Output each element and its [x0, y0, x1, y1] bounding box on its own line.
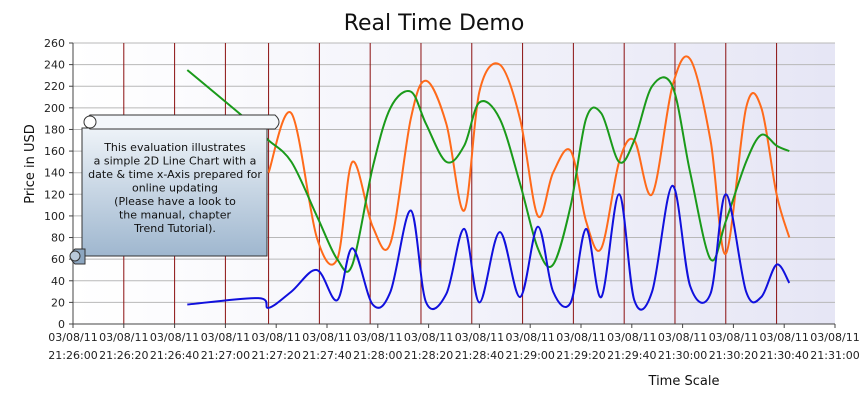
x-tick-date: 03/08/11: [709, 331, 758, 344]
x-tick-time: 21:27:20: [251, 349, 300, 362]
y-tick-label: 240: [44, 59, 65, 72]
y-axis-label: Price in USD: [23, 124, 38, 204]
y-tick-label: 120: [44, 188, 65, 201]
x-tick-date: 03/08/11: [150, 331, 199, 344]
x-tick-time: 21:28:20: [404, 349, 453, 362]
x-tick-time: 21:30:00: [658, 349, 707, 362]
annotation-line: (Please have a look to: [114, 195, 236, 208]
x-tick-date: 03/08/11: [505, 331, 554, 344]
x-tick-time: 21:29:20: [556, 349, 605, 362]
y-tick-label: 60: [51, 253, 65, 266]
y-tick-label: 180: [44, 123, 65, 136]
x-tick-date: 03/08/11: [353, 331, 402, 344]
y-tick-labels: 0 20 40 60 80 100 120 140 160 180 200 220 240 260: [44, 37, 73, 331]
x-tick-labels: 03/08/1121:26:0003/08/1121:26:2003/08/11…: [48, 324, 860, 362]
y-tick-label: 160: [44, 145, 65, 158]
y-tick-label: 200: [44, 102, 65, 115]
y-tick-label: 260: [44, 37, 65, 50]
annotation-text: This evaluation illustrates a simple 2D L…: [88, 141, 262, 235]
x-tick-date: 03/08/11: [556, 331, 605, 344]
y-tick-label: 220: [44, 80, 65, 93]
y-tick-label: 140: [44, 167, 65, 180]
x-tick-date: 03/08/11: [810, 331, 859, 344]
annotation-line: This evaluation illustrates: [103, 141, 246, 154]
x-tick-time: 21:26:00: [48, 349, 97, 362]
y-tick-label: 100: [44, 210, 65, 223]
series-lines: [186, 55, 791, 311]
x-tick-time: 21:28:40: [455, 349, 504, 362]
y-tick-label: 0: [58, 318, 65, 331]
x-tick-date: 03/08/11: [99, 331, 148, 344]
x-axis-label: Time Scale: [648, 374, 720, 389]
x-tick-time: 21:29:40: [607, 349, 656, 362]
x-tick-date: 03/08/11: [607, 331, 656, 344]
annotation-line: date & time x-Axis prepared for: [88, 168, 262, 181]
x-tick-time: 21:31:00: [810, 349, 859, 362]
annotation-scroll: This evaluation illustrates a simple 2D L…: [69, 114, 280, 265]
x-tick-time: 21:27:40: [302, 349, 351, 362]
series-line-1: [267, 55, 791, 266]
annotation-line: online updating: [132, 182, 218, 195]
annotation-line: Trend Tutorial).: [133, 222, 216, 235]
x-tick-date: 03/08/11: [455, 331, 504, 344]
annotation-line: a simple 2D Line Chart with a: [94, 155, 257, 168]
x-tick-time: 21:30:40: [759, 349, 808, 362]
x-tick-date: 03/08/11: [201, 331, 250, 344]
series-line-3: [187, 184, 791, 311]
x-tick-date: 03/08/11: [302, 331, 351, 344]
series-line-2: [186, 69, 790, 273]
x-tick-time: 21:28:00: [353, 349, 402, 362]
x-tick-time: 21:26:40: [150, 349, 199, 362]
annotation-line: the manual, chapter: [119, 209, 232, 222]
y-tick-label: 40: [51, 275, 65, 288]
x-tick-date: 03/08/11: [251, 331, 300, 344]
x-tick-time: 21:30:20: [709, 349, 758, 362]
x-tick-date: 03/08/11: [404, 331, 453, 344]
x-tick-time: 21:29:00: [505, 349, 554, 362]
x-tick-date: 03/08/11: [48, 331, 97, 344]
x-tick-date: 03/08/11: [658, 331, 707, 344]
x-tick-time: 21:26:20: [99, 349, 148, 362]
chart-title: Real Time Demo: [344, 11, 525, 36]
x-tick-time: 21:27:00: [201, 349, 250, 362]
y-tick-label: 80: [51, 232, 65, 245]
y-tick-label: 20: [51, 296, 65, 309]
x-tick-date: 03/08/11: [759, 331, 808, 344]
